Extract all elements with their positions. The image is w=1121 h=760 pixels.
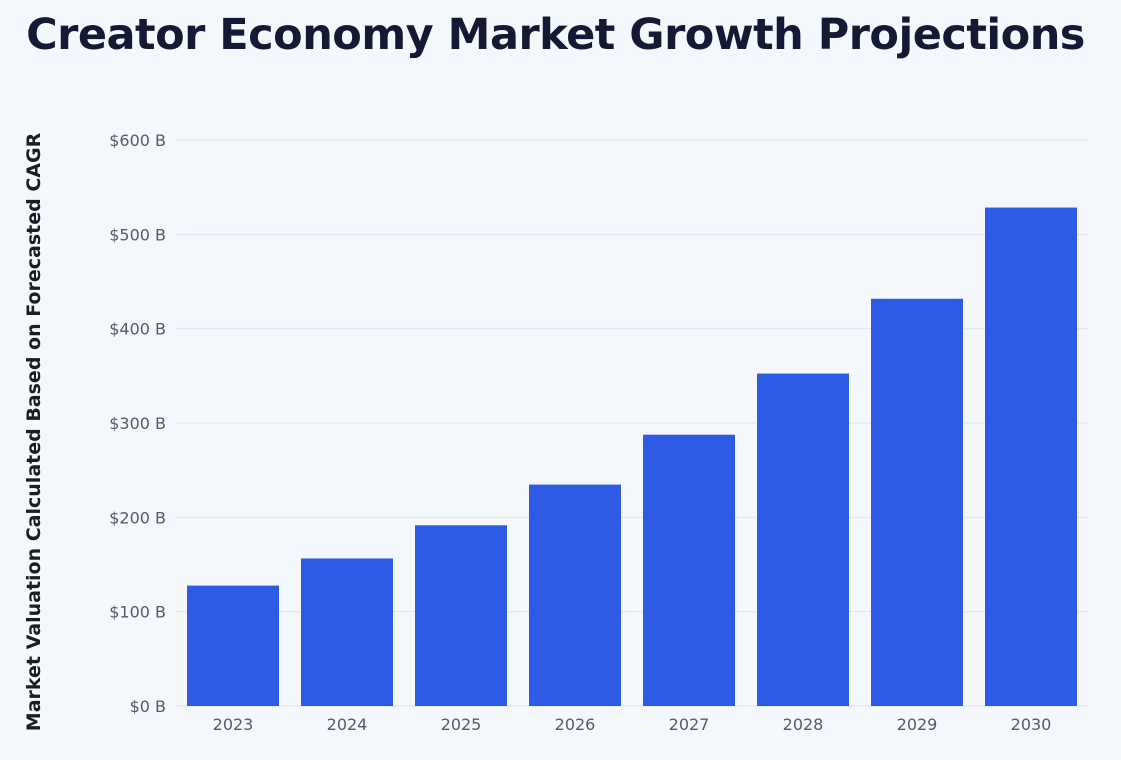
x-tick-label: 2023: [213, 715, 254, 734]
x-tick-label: 2028: [783, 715, 824, 734]
x-tick-label: 2025: [441, 715, 482, 734]
x-tick-label: 2026: [555, 715, 596, 734]
y-tick-label: $200 B: [109, 508, 166, 527]
bar-2023: [187, 585, 279, 706]
y-tick-label: $100 B: [109, 603, 166, 622]
bar-2024: [301, 558, 393, 706]
bar-2026: [529, 484, 621, 706]
x-axis-ticks: 2023 2024 2025 2026 2027 2028 2029 2030: [213, 715, 1052, 734]
bar-2028: [757, 373, 849, 706]
bar-2025: [415, 525, 507, 706]
y-tick-label: $300 B: [109, 414, 166, 433]
x-tick-label: 2024: [327, 715, 368, 734]
bar-2030: [985, 207, 1077, 706]
y-tick-label: $500 B: [109, 225, 166, 244]
x-tick-label: 2030: [1011, 715, 1052, 734]
bars: [187, 207, 1077, 706]
y-tick-label: $0 B: [130, 697, 166, 716]
bar-2027: [643, 434, 735, 706]
y-tick-label: $600 B: [109, 131, 166, 150]
x-tick-label: 2029: [897, 715, 938, 734]
x-tick-label: 2027: [669, 715, 710, 734]
chart-title: Creator Economy Market Growth Projection…: [26, 10, 1085, 60]
bar-2029: [871, 298, 963, 706]
y-axis-ticks: $0 B $100 B $200 B $300 B $400 B $500 B $600 B: [109, 131, 166, 716]
y-tick-label: $400 B: [109, 320, 166, 339]
